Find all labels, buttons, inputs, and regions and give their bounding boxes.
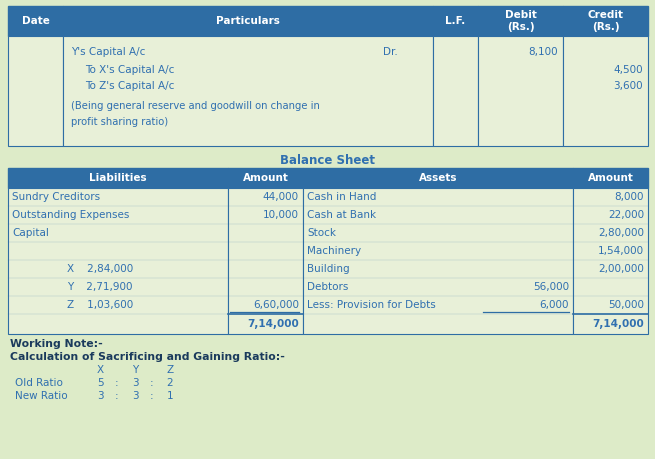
Text: :: :	[115, 378, 119, 388]
Text: :: :	[150, 391, 154, 401]
Text: 8,100: 8,100	[529, 47, 558, 57]
Text: profit sharing ratio): profit sharing ratio)	[71, 117, 168, 127]
Text: Balance Sheet: Balance Sheet	[280, 153, 375, 167]
Bar	[228, 188, 303, 334]
Text: Y    2,71,900: Y 2,71,900	[67, 282, 132, 292]
Text: 3: 3	[132, 378, 138, 388]
Bar	[8, 168, 228, 188]
Text: :: :	[150, 378, 154, 388]
Text: 2,80,000: 2,80,000	[598, 228, 644, 238]
Text: 7,14,000: 7,14,000	[247, 319, 299, 329]
Text: 22,000: 22,000	[608, 210, 644, 220]
Text: Machinery: Machinery	[307, 246, 361, 256]
Text: 7,14,000: 7,14,000	[592, 319, 644, 329]
Bar	[63, 6, 433, 36]
Text: L.F.: L.F.	[445, 16, 466, 26]
Text: X    2,84,000: X 2,84,000	[67, 264, 133, 274]
Text: Less: Provision for Debts: Less: Provision for Debts	[307, 300, 436, 310]
Text: Cash at Bank: Cash at Bank	[307, 210, 376, 220]
Bar	[478, 36, 563, 146]
Text: Working Note:-: Working Note:-	[10, 339, 103, 349]
Text: 3: 3	[132, 391, 138, 401]
Text: Sundry Creditors: Sundry Creditors	[12, 192, 100, 202]
Text: 4,500: 4,500	[613, 65, 643, 75]
Bar	[563, 36, 648, 146]
Text: Particulars: Particulars	[216, 16, 280, 26]
Text: 10,000: 10,000	[263, 210, 299, 220]
Text: Liabilities: Liabilities	[89, 173, 147, 183]
Text: To X's Capital A/c: To X's Capital A/c	[85, 65, 174, 75]
Bar	[433, 36, 478, 146]
Text: X: X	[96, 365, 103, 375]
Text: Building: Building	[307, 264, 350, 274]
Text: Credit
(Rs.): Credit (Rs.)	[588, 10, 624, 32]
Text: 1: 1	[166, 391, 174, 401]
Text: 1,54,000: 1,54,000	[598, 246, 644, 256]
Text: 3: 3	[97, 391, 103, 401]
Text: Cash in Hand: Cash in Hand	[307, 192, 377, 202]
Text: Z    1,03,600: Z 1,03,600	[67, 300, 133, 310]
Bar	[8, 188, 228, 334]
Bar	[8, 6, 63, 36]
Text: 3,600: 3,600	[613, 81, 643, 91]
Bar	[8, 36, 63, 146]
Text: 2: 2	[166, 378, 174, 388]
Bar	[228, 168, 303, 188]
Text: Date: Date	[22, 16, 49, 26]
Bar	[563, 6, 648, 36]
Bar	[478, 6, 563, 36]
Text: :: :	[115, 391, 119, 401]
Text: Debit
(Rs.): Debit (Rs.)	[504, 10, 536, 32]
Text: 8,000: 8,000	[614, 192, 644, 202]
Bar	[573, 168, 648, 188]
Text: Calculation of Sacrificing and Gaining Ratio:-: Calculation of Sacrificing and Gaining R…	[10, 352, 285, 362]
Text: Assets: Assets	[419, 173, 457, 183]
Bar	[303, 188, 573, 334]
Text: Amount: Amount	[242, 173, 288, 183]
Text: 5: 5	[97, 378, 103, 388]
Bar	[63, 36, 433, 146]
Text: 6,000: 6,000	[540, 300, 569, 310]
Bar	[303, 168, 573, 188]
Text: Z: Z	[166, 365, 174, 375]
Text: 6,60,000: 6,60,000	[253, 300, 299, 310]
Text: New Ratio: New Ratio	[15, 391, 67, 401]
Text: Capital: Capital	[12, 228, 49, 238]
Text: Dr.: Dr.	[383, 47, 398, 57]
Text: Y's Capital A/c: Y's Capital A/c	[71, 47, 145, 57]
Text: Amount: Amount	[588, 173, 633, 183]
Bar	[573, 188, 648, 334]
Text: Outstanding Expenses: Outstanding Expenses	[12, 210, 130, 220]
Text: To Z's Capital A/c: To Z's Capital A/c	[85, 81, 174, 91]
Text: 44,000: 44,000	[263, 192, 299, 202]
Text: Stock: Stock	[307, 228, 336, 238]
Text: Debtors: Debtors	[307, 282, 348, 292]
Text: (Being general reserve and goodwill on change in: (Being general reserve and goodwill on c…	[71, 101, 320, 111]
Text: Old Ratio: Old Ratio	[15, 378, 63, 388]
Bar	[433, 6, 478, 36]
Text: 2,00,000: 2,00,000	[598, 264, 644, 274]
Text: 56,000: 56,000	[533, 282, 569, 292]
Text: Y: Y	[132, 365, 138, 375]
Text: 50,000: 50,000	[608, 300, 644, 310]
